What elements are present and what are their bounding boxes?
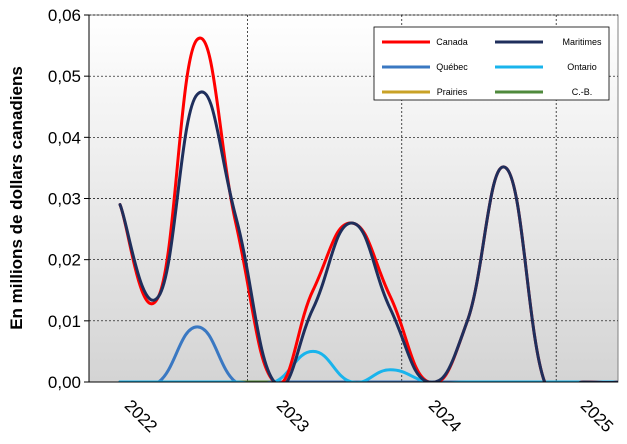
legend: Canada Maritimes Québec Ontario Prairies C.-B… [373,26,610,101]
y-tick-label: 0,02 [48,251,81,270]
legend-label: Ontario [567,62,597,72]
legend-label: Canada [436,37,468,47]
y-tick-label: 0,01 [48,312,81,331]
y-tick-label: 0,03 [48,190,81,209]
legend-label: Maritimes [562,37,602,47]
x-tick-label: 2025 [577,396,617,436]
x-tick-label: 2022 [121,396,161,436]
axes [84,14,618,383]
series-lines [118,36,618,382]
legend-label: Québec [436,62,468,72]
legend-label: Prairies [437,87,468,97]
y-tick-label: 0,00 [48,373,81,392]
y-tick-labels: 0,00 0,01 0,02 0,03 0,04 0,05 0,06 [48,6,81,392]
y-tick-label: 0,06 [48,6,81,25]
legend-box [373,26,610,101]
x-tick-labels: 2022 2023 2024 2025 [121,396,617,436]
y-tick-label: 0,04 [48,128,81,147]
y-tick-label: 0,05 [48,67,81,86]
series-line-qubec [118,325,618,382]
legend-label: C.-B. [572,87,593,97]
y-axis-label: En millions de dollars canadiens [7,66,26,330]
x-tick-label: 2024 [425,396,465,436]
series-line-maritimes [118,90,618,382]
x-tick-label: 2023 [273,396,313,436]
series-line-ontario [118,349,618,382]
